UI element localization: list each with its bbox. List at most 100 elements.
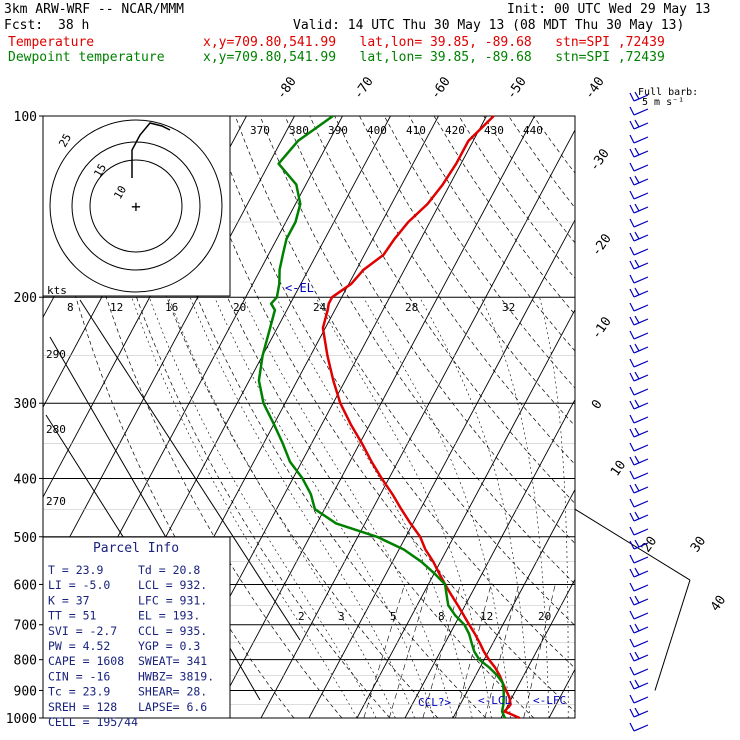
parcel-row-left: Tc = 23.9 — [48, 685, 110, 699]
outer-edge-line — [574, 508, 691, 581]
pressure-tick-label: 200 — [14, 291, 37, 306]
wind-barb-flag — [629, 498, 635, 508]
wind-barb-icon — [629, 175, 649, 186]
wind-barb-staff — [633, 598, 649, 606]
wind-barb-flag — [634, 371, 640, 380]
theta-label: 410 — [406, 124, 426, 137]
wind-barb-staff — [633, 654, 649, 662]
wind-barb-icon — [629, 259, 649, 270]
wind-barb-staff — [633, 402, 649, 410]
parcel-row-right: CCL = 935. — [138, 624, 207, 638]
wind-barb-flag — [634, 455, 640, 464]
parcel-row-left: LI = -5.0 — [48, 578, 110, 592]
parcel-row-right: Td = 20.8 — [138, 563, 200, 577]
wind-barb-icon — [629, 679, 649, 690]
wind-barb-staff — [633, 94, 649, 102]
wind-barb-icon — [629, 315, 649, 326]
wind-barb-staff — [633, 164, 649, 172]
wind-barb-icon — [629, 399, 649, 410]
parcel-row-left: PW = 4.52 — [48, 639, 110, 653]
wind-barb-flag — [629, 218, 635, 228]
dry-adiabat-line — [284, 116, 575, 544]
pressure-tick-label: 800 — [14, 654, 37, 669]
legend-dewpoint: Dewpoint temperature — [8, 50, 165, 65]
parcel-row-left: SREH = 128 — [48, 700, 117, 714]
wind-barb-staff — [633, 556, 649, 564]
wind-barb-icon — [629, 386, 649, 396]
wind-barb-flag — [629, 442, 635, 452]
pressure-tick-label: 700 — [14, 619, 37, 634]
isotherm-line — [500, 578, 575, 718]
pressure-tick-label: 500 — [14, 531, 37, 546]
barb-units: 5 m s⁻¹ — [642, 97, 684, 108]
wind-barb-icon — [629, 707, 649, 718]
init-time: Init: 00 UTC Wed 29 May 13 — [507, 2, 711, 17]
wind-barb-icon — [629, 455, 649, 466]
wind-barb-flag — [634, 567, 640, 576]
moist-adiabat-line — [189, 297, 415, 718]
wind-barb-icon — [629, 442, 649, 452]
wind-barb-staff — [633, 206, 649, 214]
wind-barb-icon — [629, 567, 649, 578]
wind-barb-staff — [633, 710, 649, 718]
wind-barb-flag — [634, 147, 640, 156]
wind-barb-icon — [629, 554, 649, 564]
wind-barb-icon — [629, 190, 649, 200]
wind-barb-staff — [633, 668, 649, 676]
wind-barb-flag — [629, 134, 635, 144]
hodograph-center: + — [131, 197, 141, 216]
wind-barb-flag — [629, 596, 635, 606]
wind-barb-staff — [633, 724, 649, 732]
wind-barb-flag — [634, 287, 640, 296]
forecast-hour-label: Fcst: — [4, 18, 44, 33]
wind-barb-icon — [629, 358, 649, 368]
wind-barb-staff — [633, 500, 649, 508]
dry-adiabat-line — [259, 116, 575, 585]
isotherm-label: -50 — [504, 74, 530, 102]
wind-barb-flag — [629, 232, 635, 242]
pressure-tick-label: 100 — [14, 110, 37, 125]
wind-barb-flag — [629, 162, 635, 172]
wind-barb-icon — [629, 147, 649, 158]
wind-barb-icon — [629, 722, 649, 732]
parcel-row-left: K = 37 — [48, 593, 90, 607]
wind-barb-flag — [629, 722, 635, 732]
wind-barb-flag — [629, 582, 635, 592]
mixing-ratio-label: 12 — [480, 610, 493, 623]
wind-barb-staff — [633, 304, 649, 312]
wind-barb-flag — [629, 274, 635, 284]
temperature-trace — [321, 115, 521, 720]
wind-barb-staff — [633, 626, 649, 634]
wind-barb-staff — [633, 472, 649, 480]
wind-barb-staff — [633, 584, 649, 592]
wind-barb-flag — [634, 539, 640, 548]
wind-barb-icon — [629, 526, 649, 536]
wind-barb-flag — [629, 470, 635, 480]
outer-edge-line — [654, 579, 691, 691]
mixing-ratio-label: 5 — [390, 610, 397, 623]
isotherm-line — [308, 218, 575, 718]
wind-barb-icon — [629, 91, 649, 102]
hodograph-ring-label: 10 — [111, 184, 129, 202]
pressure-tick-label: 300 — [14, 397, 37, 412]
mixing-ratio-line — [455, 584, 492, 718]
wind-barb-icon — [629, 371, 649, 382]
wind-barb-flag — [629, 624, 635, 634]
isotherm-label: -70 — [351, 74, 377, 102]
theta-label: 290 — [46, 348, 66, 361]
wind-barb-staff — [633, 262, 649, 270]
parcel-info-box — [42, 536, 231, 719]
el-annotation: <-EL — [285, 281, 314, 295]
dry-adiabat-line — [234, 116, 575, 627]
wind-barb-icon — [629, 246, 649, 256]
wind-barb-icon — [629, 231, 649, 242]
wind-barb-flag — [629, 414, 635, 424]
wind-barb-staff — [633, 640, 649, 648]
wind-barb-flag — [629, 260, 635, 270]
location-info-red: x,y=709.80,541.99 lat,lon= 39.85, -89.68… — [203, 35, 665, 50]
moist-adiabat-line — [539, 297, 569, 718]
mixing-ratio-line — [363, 584, 405, 718]
wind-barb-icon — [629, 287, 649, 298]
wind-barb-flag — [629, 302, 635, 312]
mixing-ratio-line — [484, 584, 520, 718]
